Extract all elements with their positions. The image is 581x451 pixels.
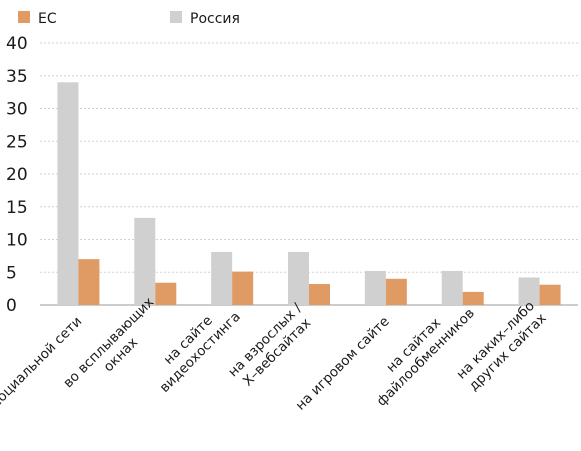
y-tick-label-5: 5: [6, 263, 17, 283]
bar-ес-3: [232, 271, 254, 305]
legend-swatch-россия: [170, 11, 182, 23]
y-tick-label-40: 40: [6, 34, 28, 54]
x-tick-label-2: во всплывающихокнах: [60, 294, 169, 403]
gridlines: [40, 42, 578, 306]
legend-label-россия: Россия: [190, 11, 240, 27]
legend-swatch-ес: [18, 11, 30, 23]
y-tick-label-30: 30: [6, 100, 28, 120]
bar-россия-7: [518, 277, 540, 305]
legend: ЕС Россия: [18, 11, 240, 27]
bars: [57, 82, 561, 305]
x-tick-label-3: на сайтевидеохостинга: [145, 297, 244, 396]
y-tick-label-0: 0: [6, 296, 17, 316]
x-tick-label-line: в социальной сети: [0, 314, 85, 420]
bar-ес-6: [462, 291, 484, 305]
y-tick-label-35: 35: [6, 67, 28, 87]
x-tick-label-line: во всплывающих: [60, 294, 157, 391]
bar-ес-1: [78, 259, 100, 305]
bar-ес-5: [385, 278, 407, 305]
bar-ес-7: [539, 284, 561, 305]
y-tick-label-10: 10: [6, 231, 28, 251]
y-axis: 0 5 10 15 20 25 30 35 40: [6, 34, 28, 316]
bar-россия-1: [57, 82, 79, 305]
bar-россия-5: [364, 270, 386, 305]
y-tick-label-25: 25: [6, 132, 28, 152]
bar-россия-6: [441, 270, 463, 305]
bar-ес-4: [309, 284, 330, 305]
y-tick-label-20: 20: [6, 165, 28, 185]
y-tick-label-15: 15: [6, 198, 28, 218]
legend-label-ес: ЕС: [38, 11, 57, 27]
bar-россия-4: [288, 251, 309, 305]
x-tick-label-4: на взрослых /X–вебсайтах: [225, 300, 317, 392]
bar-россия-3: [211, 251, 233, 305]
bar-россия-2: [134, 217, 156, 305]
x-tick-label-6: на сайтахфайлообменников: [362, 293, 478, 409]
bar-ес-2: [155, 282, 177, 305]
x-tick-label-1: в социальной сети: [0, 314, 85, 420]
